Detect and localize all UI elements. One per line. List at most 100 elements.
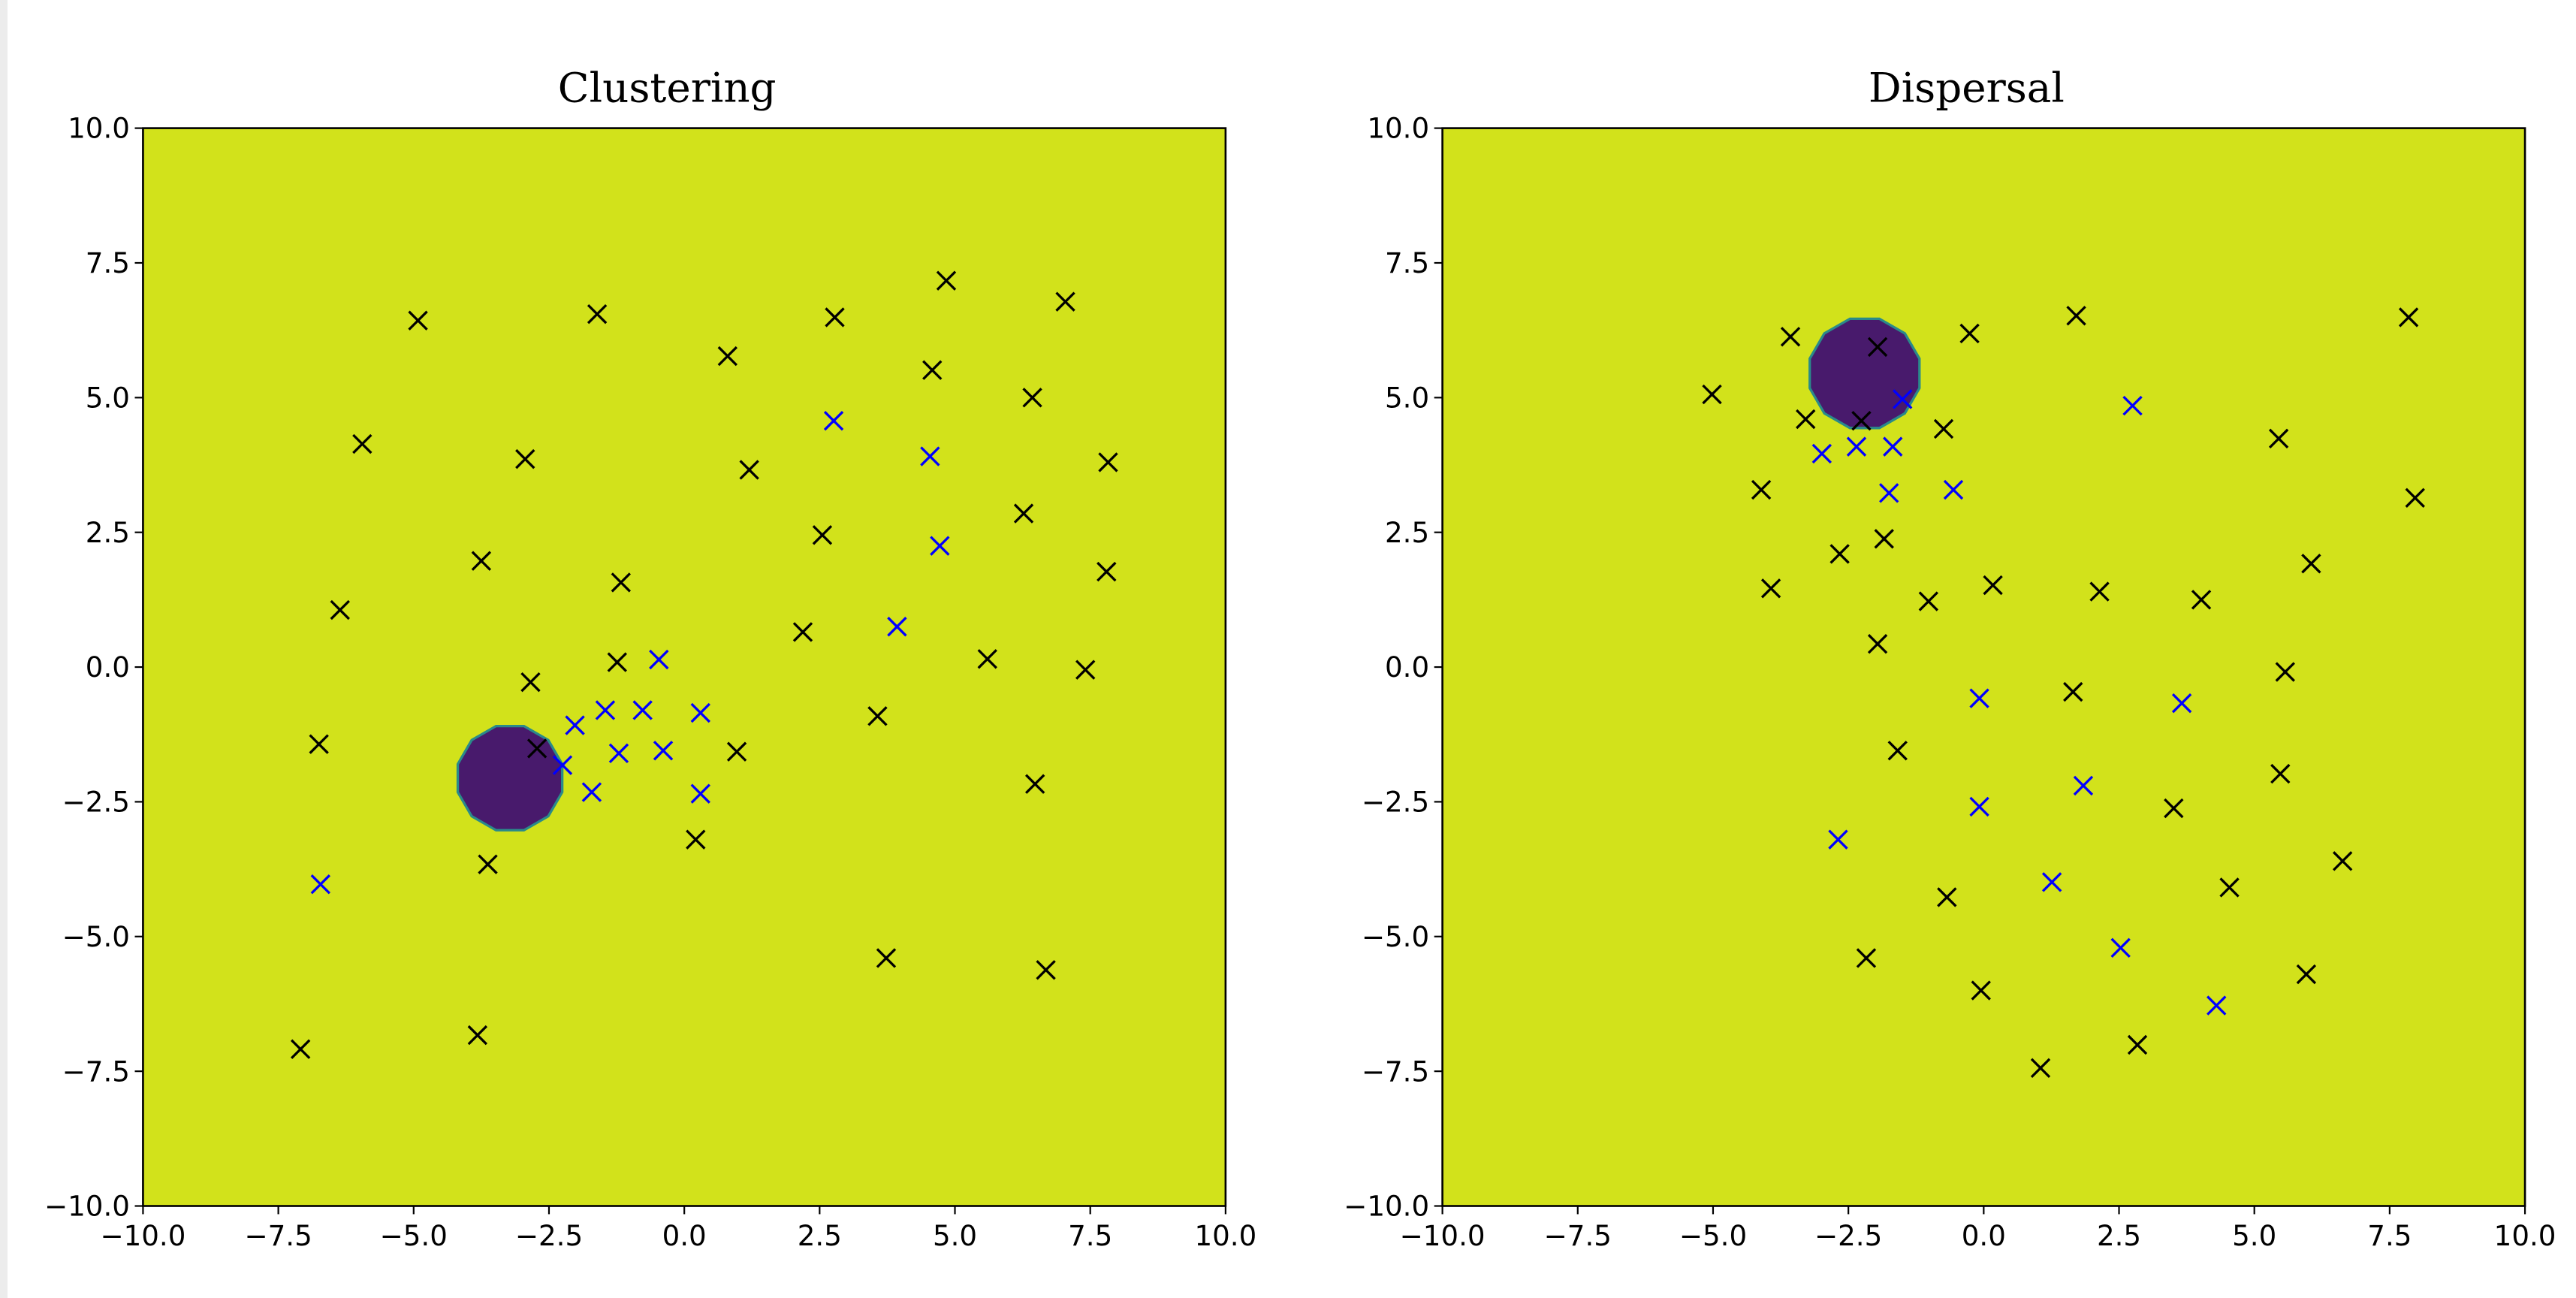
data-point-black bbox=[1098, 452, 1118, 472]
data-point-blue bbox=[1969, 796, 1989, 817]
data-point-black bbox=[290, 1039, 311, 1059]
x-tick-label: 2.5 bbox=[798, 1219, 842, 1252]
data-point-black bbox=[2164, 798, 2184, 819]
y-tick-label: 0.0 bbox=[86, 651, 130, 684]
data-point-blue bbox=[310, 874, 331, 895]
data-point-black bbox=[2063, 681, 2083, 702]
x-tick-label: −10.0 bbox=[100, 1219, 186, 1252]
x-tick-label: 0.0 bbox=[1962, 1219, 2006, 1252]
data-point-black bbox=[2066, 306, 2086, 326]
data-point-blue bbox=[632, 700, 653, 720]
data-point-black bbox=[1760, 578, 1781, 599]
data-point-blue bbox=[581, 782, 602, 802]
data-point-blue bbox=[2171, 693, 2192, 714]
x-tick-label: 5.0 bbox=[2232, 1219, 2276, 1252]
data-point-blue bbox=[1811, 443, 1832, 464]
data-point-black bbox=[1013, 503, 1034, 524]
subplot-dispersal: Dispersal −10.0−10.0 −7.5 −7.5 −5.0 −5.0 −2.5… bbox=[1344, 64, 2556, 1252]
y-tick-label: 0.0 bbox=[1385, 651, 1429, 684]
x-tick-label: 10.0 bbox=[2494, 1219, 2556, 1252]
y-tick-label: −5.0 bbox=[62, 920, 130, 953]
data-point-blue bbox=[565, 715, 585, 735]
x-tick-label: −5.0 bbox=[380, 1219, 448, 1252]
data-point-blue bbox=[2110, 937, 2131, 958]
x-tick-label: −5.0 bbox=[1679, 1219, 1747, 1252]
x-tick-label: −7.5 bbox=[244, 1219, 312, 1252]
data-point-blue bbox=[1893, 389, 1913, 409]
data-point-black bbox=[467, 1025, 488, 1046]
x-tick-label: −2.5 bbox=[515, 1219, 583, 1252]
data-point-black bbox=[520, 672, 541, 693]
data-point-black bbox=[2089, 581, 2110, 602]
data-point-black bbox=[1780, 327, 1801, 347]
y-tick-label: −2.5 bbox=[62, 786, 130, 819]
y-tick-label: 7.5 bbox=[86, 246, 130, 279]
data-point-black bbox=[739, 460, 759, 480]
data-point-black bbox=[587, 303, 608, 324]
data-point-blue bbox=[1828, 829, 1848, 850]
data-point-black bbox=[330, 599, 350, 620]
y-tick-label: 10.0 bbox=[1367, 112, 1429, 145]
plot-background bbox=[1442, 128, 2526, 1206]
data-point-blue bbox=[690, 783, 710, 804]
data-point-black bbox=[936, 270, 957, 291]
data-point-black bbox=[1702, 384, 1722, 405]
data-point-black bbox=[812, 525, 833, 545]
data-point-black bbox=[526, 738, 547, 759]
data-point-black bbox=[977, 649, 997, 669]
data-point-blue bbox=[2073, 775, 2094, 796]
data-point-blue bbox=[1969, 688, 1989, 708]
chart-title: Dispersal bbox=[1869, 64, 2065, 112]
y-tick-label: −10.0 bbox=[1344, 1190, 1429, 1223]
x-tick-label: 10.0 bbox=[1194, 1219, 1256, 1252]
data-point-black bbox=[2268, 428, 2289, 449]
data-point-black bbox=[1971, 980, 1991, 1001]
y-tick-label: −10.0 bbox=[44, 1190, 130, 1223]
data-point-black bbox=[1829, 544, 1850, 564]
data-point-black bbox=[1937, 887, 1957, 907]
data-point-black bbox=[1933, 418, 1954, 439]
data-point-black bbox=[1887, 741, 1908, 761]
data-point-blue bbox=[2122, 395, 2143, 416]
x-tick-label: 2.5 bbox=[2097, 1219, 2141, 1252]
data-point-blue bbox=[930, 536, 950, 556]
data-point-black bbox=[825, 307, 845, 328]
data-point-black bbox=[726, 741, 747, 762]
data-point-blue bbox=[608, 743, 629, 764]
data-point-blue bbox=[690, 702, 710, 723]
x-tick-label: −10.0 bbox=[1400, 1219, 1486, 1252]
plot-background bbox=[143, 128, 1226, 1206]
data-point-blue bbox=[2041, 872, 2062, 892]
data-point-black bbox=[1918, 591, 1939, 611]
data-point-black bbox=[686, 829, 706, 850]
x-tick-label: 7.5 bbox=[2367, 1219, 2412, 1252]
x-tick-label: −7.5 bbox=[1544, 1219, 1612, 1252]
data-point-black bbox=[408, 310, 428, 331]
data-point-black bbox=[309, 734, 329, 754]
window-edge bbox=[0, 0, 8, 1298]
data-point-black bbox=[717, 346, 738, 367]
data-point-black bbox=[515, 448, 535, 469]
data-point-black bbox=[2030, 1058, 2051, 1079]
x-tick-label: −2.5 bbox=[1814, 1219, 1882, 1252]
data-point-black bbox=[2301, 554, 2321, 574]
data-point-blue bbox=[1943, 479, 1964, 500]
y-tick-label: −2.5 bbox=[1362, 786, 1429, 819]
data-point-black bbox=[1075, 660, 1096, 680]
data-point-black bbox=[2219, 877, 2240, 898]
data-point-black bbox=[471, 551, 492, 571]
data-point-black bbox=[607, 652, 627, 672]
x-tick-label: 7.5 bbox=[1068, 1219, 1112, 1252]
data-point-blue bbox=[1846, 436, 1867, 457]
data-point-blue bbox=[887, 617, 907, 637]
data-point-blue bbox=[552, 755, 573, 775]
data-point-black bbox=[2270, 763, 2291, 784]
data-point-black bbox=[611, 572, 632, 593]
subplot-clustering: Clustering −10.0−10.0 −7.5 −7.5 −5.0 −5.0 −2.… bbox=[44, 64, 1256, 1252]
region-blob bbox=[1808, 317, 1921, 430]
data-point-blue bbox=[823, 410, 844, 431]
data-point-black bbox=[1022, 388, 1042, 408]
data-point-black bbox=[2398, 307, 2419, 328]
data-point-black bbox=[1024, 774, 1045, 794]
